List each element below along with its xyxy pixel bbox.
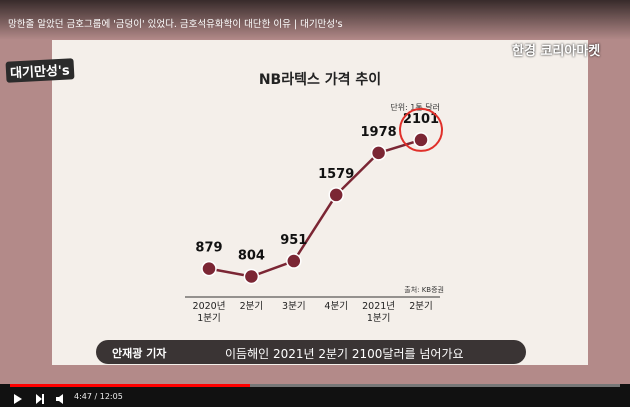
source-note: 출처: KB증권	[404, 285, 444, 294]
video-title[interactable]: 망한줄 알았던 금호그룹에 '금덩이' 있었다. 금호석유화학이 대단한 이유 …	[8, 19, 343, 30]
value-label: 2101	[403, 112, 439, 127]
marker	[413, 132, 429, 148]
caption-banner	[96, 340, 526, 364]
play-buttons[interactable]	[0, 388, 70, 407]
marker	[243, 268, 260, 285]
x-tick-label: 2021년 1분기	[362, 301, 396, 324]
title-overlay	[0, 0, 630, 40]
channel-logo: 대기만성's	[5, 58, 75, 83]
reporter-name: 안재광 기자	[112, 347, 167, 360]
x-tick-label: 2020년 1분기	[192, 301, 226, 324]
value-label: 804	[238, 249, 265, 264]
x-tick-label: 2분기	[239, 301, 264, 312]
marker	[328, 187, 344, 203]
highlight-ring	[399, 107, 443, 152]
x-tick-label: 4분기	[324, 301, 348, 312]
marker	[286, 253, 302, 269]
marker	[201, 260, 217, 277]
chart-card	[52, 40, 588, 365]
x-tick-label: 3분기	[282, 301, 306, 312]
progress-track[interactable]	[10, 384, 620, 387]
unit-note: 단위: 1톤 달러	[390, 102, 440, 112]
chart-title: NB라텍스 가격 추이	[259, 71, 381, 88]
value-label: 879	[195, 241, 222, 256]
x-tick-label: 2분기	[409, 301, 433, 312]
time-display: 4:47 / 12:05	[74, 392, 123, 401]
brand-logo: 한경 코리아마켓	[512, 44, 601, 59]
value-label: 1978	[361, 125, 397, 140]
player-controls	[0, 384, 630, 407]
marker	[370, 145, 387, 161]
progress-played[interactable]	[10, 384, 250, 387]
value-label: 1579	[318, 167, 354, 182]
caption: 이듬해인 2021년 2분기 2100달러를 넘어가요	[225, 347, 464, 361]
value-label: 951	[280, 233, 307, 248]
